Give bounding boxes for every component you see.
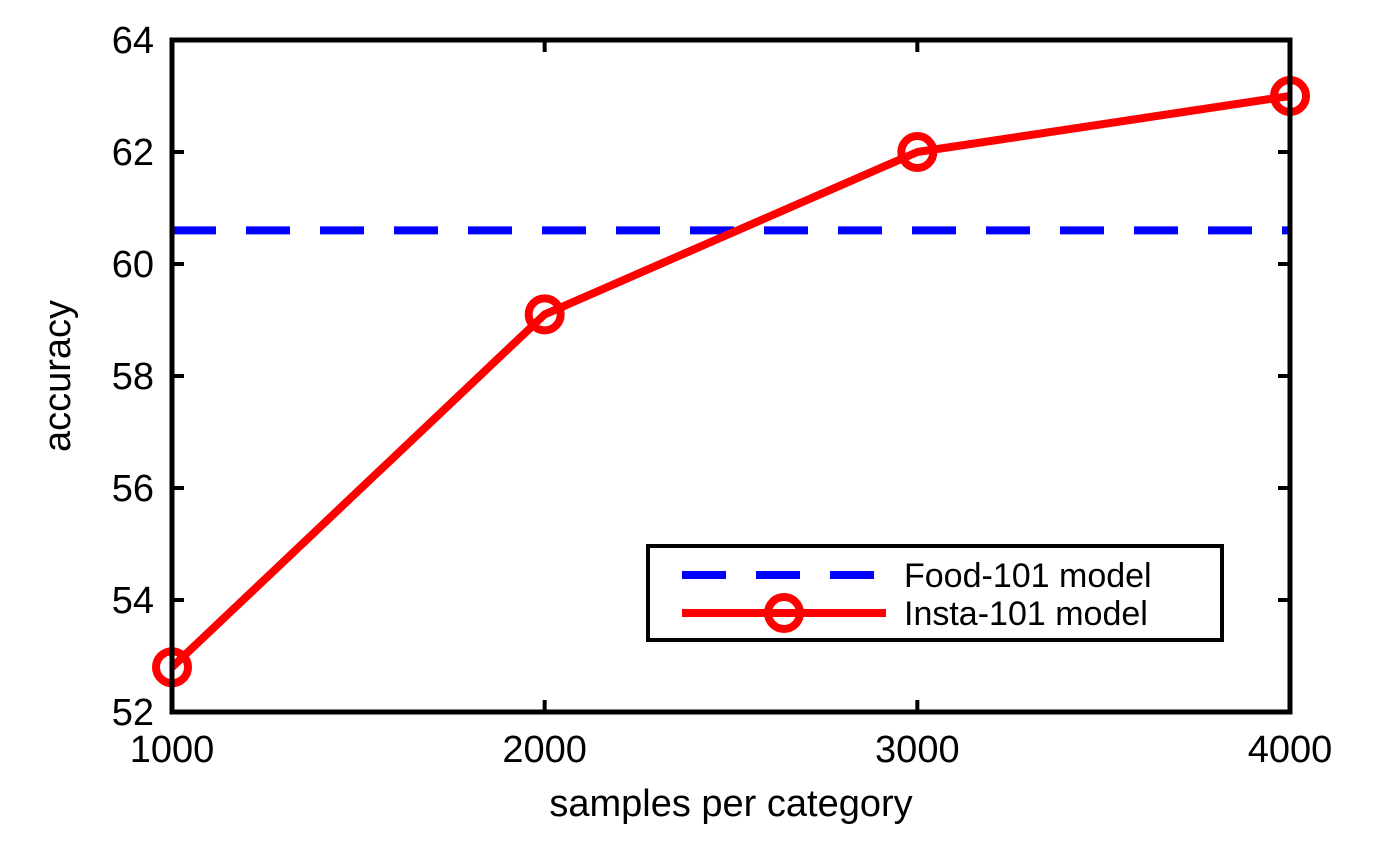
x-tick-label-3000: 3000 [875, 729, 960, 771]
legend: Food-101 model Insta-101 model [646, 544, 1224, 642]
legend-label-food-101: Food-101 model [904, 557, 1152, 595]
x-axis-label: samples per category [549, 783, 912, 825]
y-axis-label: accuracy [37, 300, 79, 452]
y-tick-label-64: 64 [112, 20, 154, 62]
series-line-1 [169, 92, 1291, 671]
y-tick-label-62: 62 [112, 132, 154, 174]
legend-box [646, 544, 1224, 642]
x-tick-label-1000: 1000 [130, 729, 215, 771]
series-layer [152, 76, 1310, 688]
y-tick-label-58: 58 [112, 356, 154, 398]
legend-marker-insta-101 [764, 593, 804, 633]
x-tick-label-2000: 2000 [502, 729, 587, 771]
y-tick-label-54: 54 [112, 580, 154, 622]
ticks-layer: 1000 2000 3000 4000 52 54 56 58 60 62 64 [112, 20, 1333, 771]
x-tick-label-4000: 4000 [1248, 729, 1333, 771]
y-tick-label-60: 60 [112, 244, 154, 286]
data-point-1-2 [897, 132, 938, 172]
data-point-1-1 [524, 294, 565, 335]
legend-label-insta-101: Insta-101 model [904, 595, 1148, 633]
y-tick-label-56: 56 [112, 468, 154, 510]
y-tick-label-52: 52 [112, 692, 154, 734]
